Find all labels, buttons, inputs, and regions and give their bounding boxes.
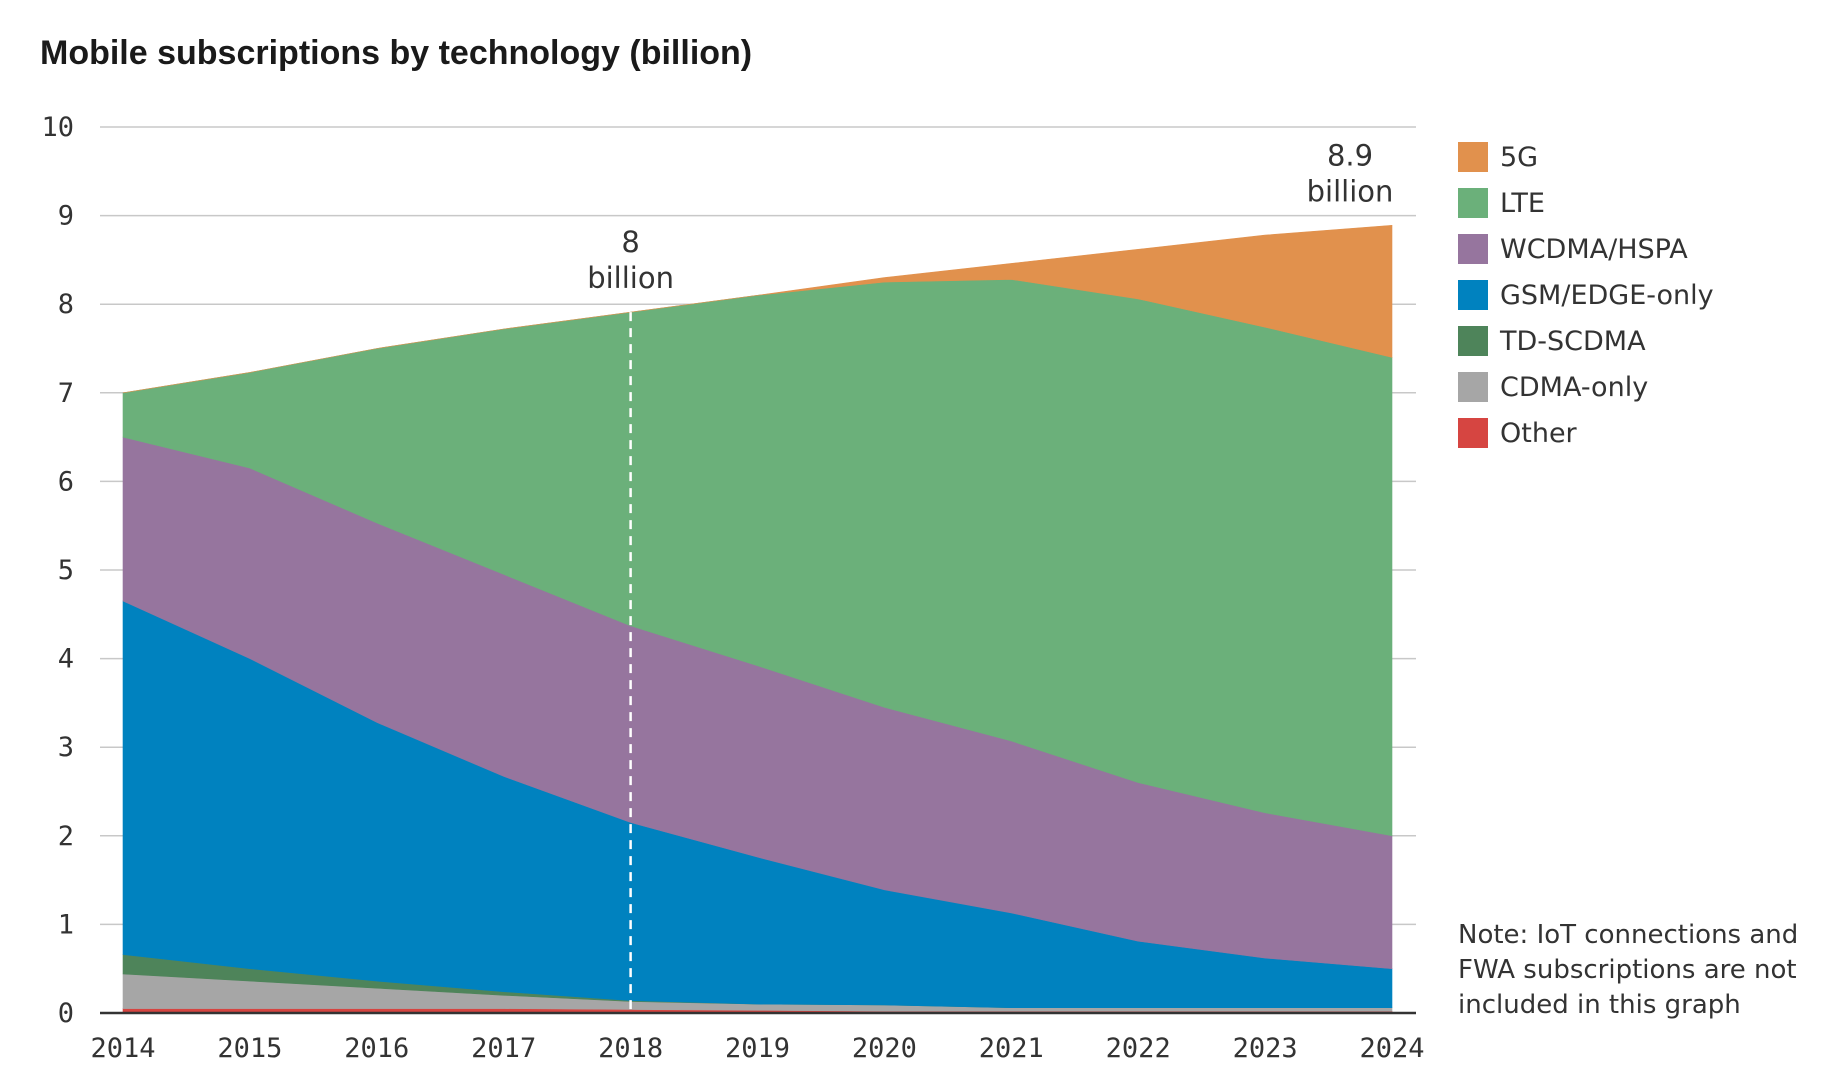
annotation-value: 8 bbox=[621, 225, 639, 259]
x-tick-label: 2022 bbox=[1106, 1033, 1171, 1064]
legend-swatch bbox=[1458, 142, 1488, 172]
legend-label: CDMA-only bbox=[1500, 371, 1649, 403]
x-tick-label: 2021 bbox=[979, 1033, 1044, 1064]
legend: 5G LTE WCDMA/HSPA GSM/EDGE-only TD-SCDMA CDMA… bbox=[1458, 134, 1714, 456]
chart-note: Note: IoT connections and FWA subscripti… bbox=[1458, 920, 1799, 1020]
x-tick-label: 2023 bbox=[1233, 1033, 1298, 1064]
legend-label: WCDMA/HSPA bbox=[1500, 233, 1688, 265]
legend-item: Other bbox=[1458, 410, 1714, 456]
y-tick-label: 0 bbox=[58, 998, 74, 1029]
legend-item: GSM/EDGE-only bbox=[1458, 272, 1714, 318]
legend-label: Other bbox=[1500, 417, 1577, 449]
legend-item: WCDMA/HSPA bbox=[1458, 226, 1714, 272]
y-tick-label: 6 bbox=[58, 466, 74, 497]
x-tick-label: 2020 bbox=[852, 1033, 917, 1064]
stacked-areas bbox=[122, 224, 1393, 1014]
annotation-value: 8.9 bbox=[1327, 138, 1373, 172]
legend-swatch bbox=[1458, 280, 1488, 310]
y-tick-label: 1 bbox=[58, 909, 74, 940]
legend-swatch bbox=[1458, 372, 1488, 402]
legend-label: 5G bbox=[1500, 141, 1539, 173]
legend-label: LTE bbox=[1500, 187, 1545, 219]
legend-item: TD-SCDMA bbox=[1458, 318, 1714, 364]
legend-label: GSM/EDGE-only bbox=[1500, 279, 1714, 311]
x-tick-label: 2018 bbox=[598, 1033, 663, 1064]
legend-swatch bbox=[1458, 326, 1488, 356]
y-tick-label: 8 bbox=[58, 289, 74, 320]
y-tick-label: 7 bbox=[58, 378, 74, 409]
y-tick-label: 10 bbox=[41, 112, 74, 143]
y-tick-label: 2 bbox=[58, 821, 74, 852]
legend-swatch bbox=[1458, 188, 1488, 218]
x-tick-label: 2019 bbox=[725, 1033, 790, 1064]
annotation-unit: billion bbox=[587, 261, 674, 295]
legend-swatch bbox=[1458, 418, 1488, 448]
x-tick-label: 2024 bbox=[1359, 1033, 1424, 1064]
x-tick-label: 2016 bbox=[344, 1033, 409, 1064]
x-tick-label: 2014 bbox=[90, 1033, 155, 1064]
annotation-unit: billion bbox=[1307, 174, 1394, 208]
x-tick-label: 2017 bbox=[471, 1033, 536, 1064]
y-tick-label: 5 bbox=[58, 555, 74, 586]
chart-title: Mobile subscriptions by technology (bill… bbox=[40, 34, 753, 72]
legend-item: 5G bbox=[1458, 134, 1714, 180]
legend-item: LTE bbox=[1458, 180, 1714, 226]
area-5g bbox=[122, 224, 1393, 394]
legend-item: CDMA-only bbox=[1458, 364, 1714, 410]
x-tick-label: 2015 bbox=[217, 1033, 282, 1064]
legend-swatch bbox=[1458, 234, 1488, 264]
y-tick-label: 3 bbox=[58, 732, 74, 763]
legend-label: TD-SCDMA bbox=[1500, 325, 1646, 357]
y-tick-label: 4 bbox=[58, 644, 74, 675]
y-tick-label: 9 bbox=[58, 201, 74, 232]
axes: 0 1 2 3 4 5 6 7 8 9 10 2014 2015 2016 2017 2018 2019 2020… bbox=[41, 112, 1424, 1064]
